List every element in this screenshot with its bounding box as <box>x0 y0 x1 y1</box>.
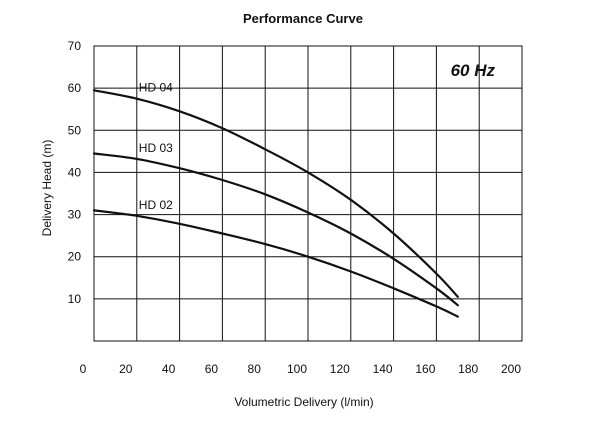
x-tick-label: 80 <box>248 362 262 376</box>
series-line-hd-03 <box>92 152 459 307</box>
y-tick-label: 70 <box>68 39 82 53</box>
plot-frame <box>93 45 523 342</box>
x-axis-label: Volumetric Delivery (l/min) <box>234 395 373 409</box>
series-line-hd-04 <box>92 89 459 298</box>
series-label-hd-04: HD 04 <box>139 81 173 95</box>
y-tick-label: 50 <box>68 123 82 137</box>
x-tick-label: 180 <box>458 362 478 376</box>
x-tick-label: 20 <box>119 362 133 376</box>
x-tick-label: 40 <box>162 362 176 376</box>
series-line-hd-02 <box>92 209 459 318</box>
x-tick-label: 0 <box>80 362 87 376</box>
y-tick-label: 20 <box>68 250 82 264</box>
y-axis-label: Delivery Head (m) <box>40 140 54 237</box>
y-tick-label: 10 <box>68 292 82 306</box>
chart-title: Performance Curve <box>243 11 363 26</box>
x-tick-label: 200 <box>501 362 521 376</box>
series-label-hd-02: HD 02 <box>139 198 173 212</box>
y-tick-label: 40 <box>68 165 82 179</box>
tick-labels: 0 20 40 60 80 100 120 140 160 180 200 10 20 30 40 50 60 7… <box>68 39 522 376</box>
x-tick-label: 120 <box>330 362 350 376</box>
x-tick-label: 100 <box>287 362 307 376</box>
x-tick-label: 140 <box>373 362 393 376</box>
series-label-hd-03: HD 03 <box>139 141 173 155</box>
frequency-badge: 60 Hz <box>451 61 496 80</box>
y-tick-label: 30 <box>68 208 82 222</box>
x-tick-label: 160 <box>415 362 435 376</box>
x-tick-label: 60 <box>205 362 219 376</box>
series-layer: HD 04 HD 03 HD 02 <box>92 81 459 318</box>
y-tick-label: 60 <box>68 81 82 95</box>
